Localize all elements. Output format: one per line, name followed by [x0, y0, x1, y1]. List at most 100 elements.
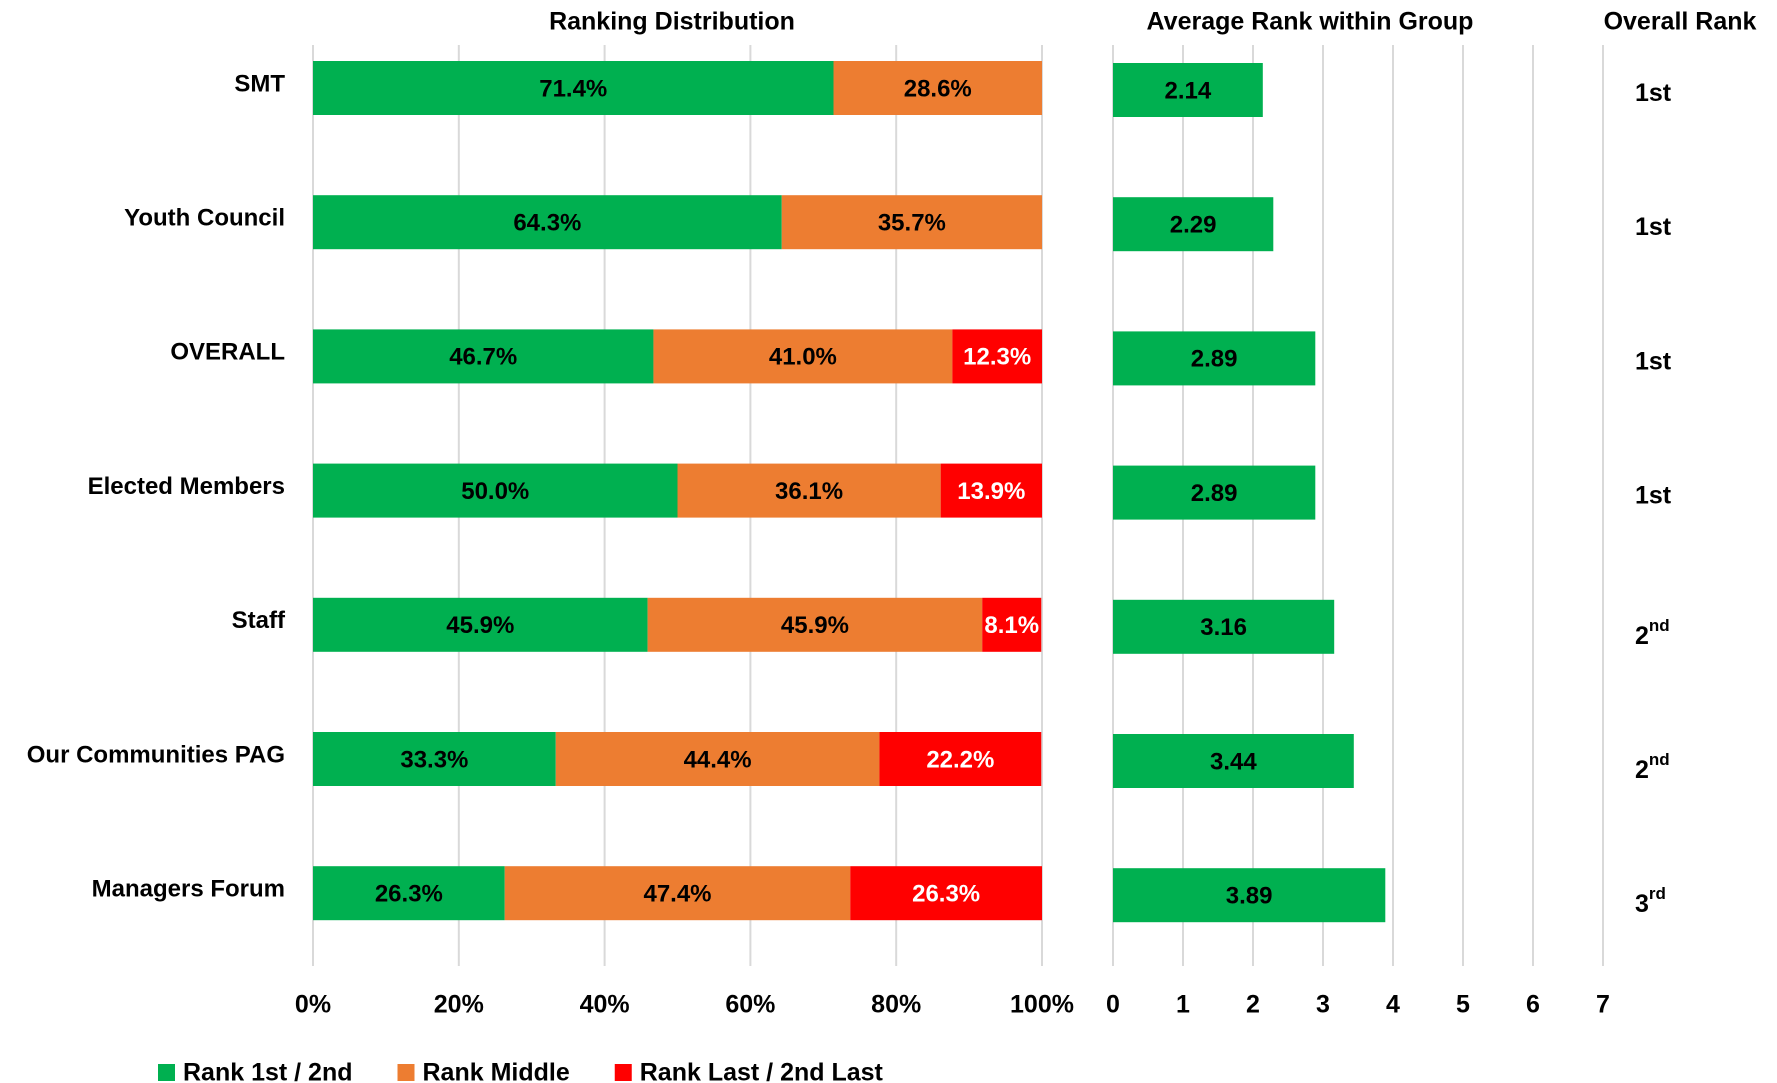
x-tick-label: 5 [1456, 991, 1470, 1019]
x-tick-label: 6 [1526, 991, 1540, 1019]
legend-label: Rank Last / 2nd Last [640, 1059, 884, 1083]
data-label: 22.2% [926, 746, 994, 773]
x-tick-label: 4 [1386, 991, 1400, 1019]
data-label: 2.89 [1191, 346, 1238, 373]
bar [1113, 465, 1316, 520]
bar [1113, 599, 1335, 654]
bar-segment [781, 195, 1042, 250]
data-label: 45.9% [781, 612, 849, 639]
bar-segment [313, 463, 678, 518]
rank-suffix: nd [1649, 750, 1670, 769]
data-label: 45.9% [446, 612, 514, 639]
rank-label: 2nd [1635, 750, 1670, 783]
bar-segment [504, 866, 851, 921]
data-label: 2.14 [1165, 77, 1212, 104]
data-label: 71.4% [539, 75, 607, 102]
chart-title: Ranking Distribution [549, 8, 795, 36]
legend-swatch [397, 1064, 415, 1081]
bar-segment [647, 597, 983, 652]
y-tick-label: Managers Forum [92, 876, 285, 903]
data-label: 28.6% [904, 75, 972, 102]
rank-label: 3rd [1635, 885, 1666, 918]
data-label: 41.0% [769, 344, 837, 371]
legend-swatch [614, 1064, 632, 1081]
data-label: 3.44 [1210, 748, 1257, 775]
data-label: 13.9% [957, 478, 1025, 505]
rank-label: 1st [1635, 79, 1672, 107]
y-tick-label: Elected Members [88, 473, 285, 500]
legend-swatch [158, 1064, 175, 1081]
x-tick-label: 0 [1106, 991, 1120, 1019]
data-label: 8.1% [984, 612, 1039, 639]
rank-base: 2 [1635, 756, 1649, 784]
rank-base: 1st [1635, 213, 1672, 241]
y-tick-label: OVERALL [170, 339, 285, 366]
x-tick-label: 80% [871, 991, 921, 1019]
bar [1113, 868, 1386, 923]
data-label: 44.4% [684, 746, 752, 773]
bar-segment [313, 61, 834, 115]
data-label: 64.3% [513, 210, 581, 237]
bar-segment [313, 597, 648, 652]
rank-base: 3 [1635, 890, 1649, 918]
rank-base: 1st [1635, 79, 1672, 107]
rank-label: 1st [1635, 213, 1672, 241]
x-tick-label: 3 [1316, 991, 1330, 1019]
x-tick-label: 20% [434, 991, 484, 1019]
data-label: 3.89 [1226, 883, 1273, 910]
bar [1113, 734, 1354, 788]
rank-base: 1st [1635, 347, 1672, 375]
data-label: 35.7% [878, 210, 946, 237]
rank-base: 1st [1635, 481, 1672, 509]
bar-segment [850, 866, 1042, 921]
bar-segment [952, 329, 1042, 384]
bar-segment [313, 732, 556, 786]
bar-segment [653, 329, 953, 384]
bar-segment [313, 866, 505, 921]
legend-label: Rank 1st / 2nd [183, 1059, 353, 1083]
data-label: 33.3% [400, 746, 468, 773]
data-label: 36.1% [775, 478, 843, 505]
x-tick-label: 7 [1596, 991, 1610, 1019]
data-label: 46.7% [449, 344, 517, 371]
rank-base: 2 [1635, 621, 1649, 649]
bar-segment [313, 329, 654, 384]
x-tick-label: 100% [1010, 991, 1074, 1019]
bar-segment [677, 463, 941, 518]
bar [1113, 197, 1274, 252]
data-label: 26.3% [375, 881, 443, 908]
legend-label: Rank Middle [423, 1059, 570, 1083]
x-tick-label: 2 [1246, 991, 1260, 1019]
bar [1113, 63, 1263, 117]
data-label: 26.3% [912, 881, 980, 908]
rank-label: 1st [1635, 347, 1672, 375]
y-tick-label: Youth Council [124, 205, 285, 232]
x-tick-label: 40% [580, 991, 630, 1019]
bar-segment [833, 61, 1042, 115]
column-title: Overall Rank [1604, 8, 1757, 36]
bar-segment [982, 597, 1042, 652]
rank-suffix: rd [1649, 885, 1666, 904]
bar-segment [313, 195, 782, 250]
rank-suffix: nd [1649, 616, 1670, 635]
rank-label: 1st [1635, 481, 1672, 509]
bar [1113, 331, 1316, 386]
data-label: 2.29 [1170, 212, 1217, 239]
bar-segment [940, 463, 1042, 518]
x-tick-label: 0% [295, 991, 331, 1019]
chart-title: Average Rank within Group [1147, 8, 1474, 36]
rank-label: 2nd [1635, 616, 1670, 649]
y-tick-label: SMT [234, 70, 285, 97]
y-tick-label: Our Communities PAG [27, 741, 285, 768]
data-label: 3.16 [1200, 614, 1247, 641]
data-label: 2.89 [1191, 480, 1238, 507]
bar-segment [879, 732, 1042, 786]
x-tick-label: 60% [725, 991, 775, 1019]
x-tick-label: 1 [1176, 991, 1190, 1019]
y-tick-label: Staff [232, 607, 286, 634]
bar-segment [555, 732, 880, 786]
data-label: 50.0% [461, 478, 529, 505]
data-label: 47.4% [643, 881, 711, 908]
data-label: 12.3% [963, 344, 1031, 371]
